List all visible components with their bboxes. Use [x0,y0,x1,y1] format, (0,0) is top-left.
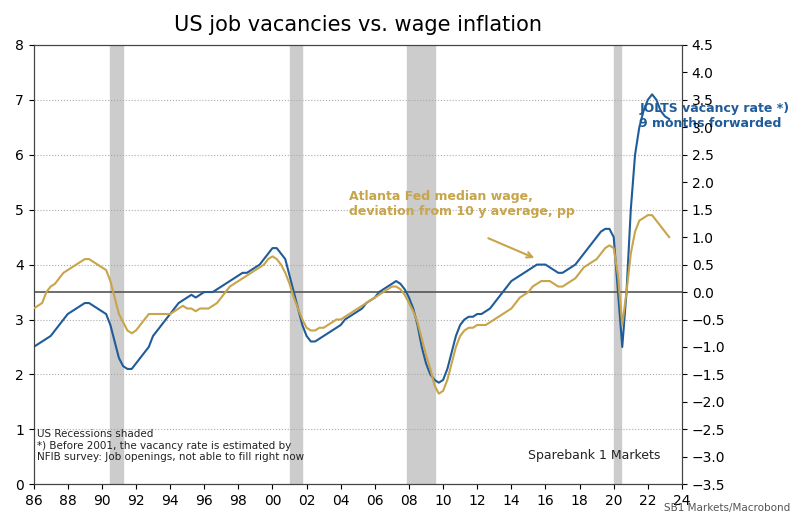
Bar [110,45,123,484]
Text: Sparebank 1 Markets: Sparebank 1 Markets [529,449,661,462]
Text: Atlanta Fed median wage,
deviation from 10 y average, pp: Atlanta Fed median wage, deviation from … [349,190,575,218]
Text: JOLTS vacancy rate *)
9 months forwarded: JOLTS vacancy rate *) 9 months forwarded [639,103,789,130]
Bar [289,45,302,484]
Bar [613,45,621,484]
Title: US job vacancies vs. wage inflation: US job vacancies vs. wage inflation [174,15,542,35]
Text: SB1 Markets/Macrobond: SB1 Markets/Macrobond [663,503,790,513]
Text: US Recessions shaded
*) Before 2001, the vacancy rate is estimated by
NFIB surve: US Recessions shaded *) Before 2001, the… [37,429,304,462]
Bar [407,45,434,484]
